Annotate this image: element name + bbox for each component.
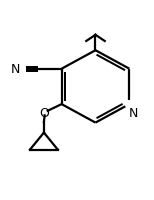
Text: O: O	[39, 107, 49, 119]
Text: N: N	[11, 63, 20, 76]
Text: N: N	[129, 107, 138, 119]
